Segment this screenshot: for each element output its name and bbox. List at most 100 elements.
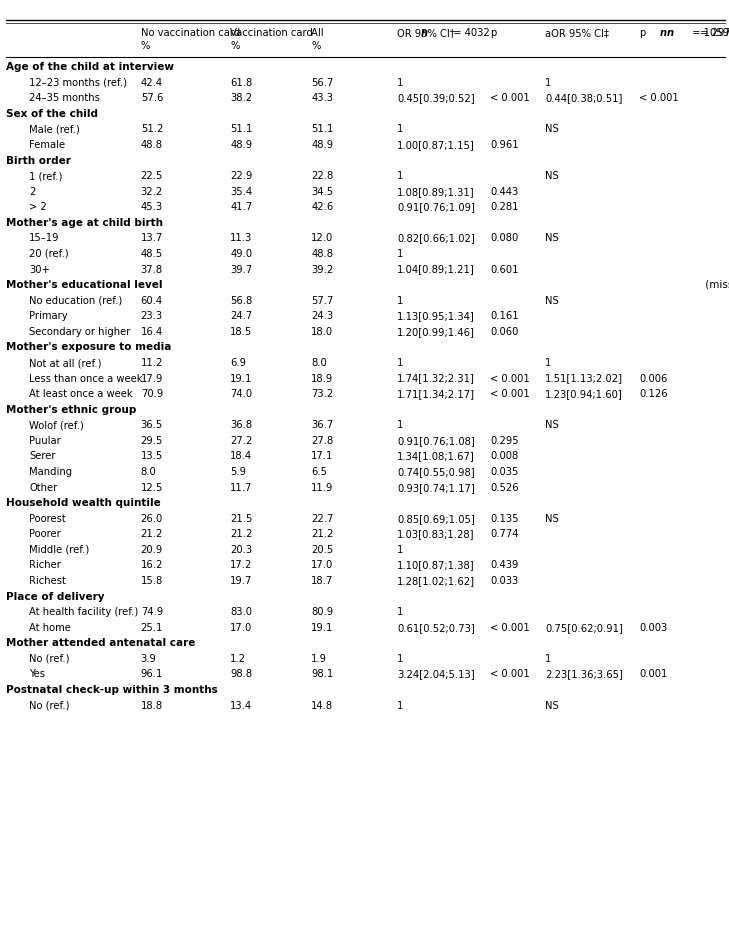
Text: 21.2: 21.2 [230,529,253,540]
Text: 51.1: 51.1 [230,124,253,134]
Text: 48.8: 48.8 [141,140,163,150]
Text: Mother's age at child birth: Mother's age at child birth [6,218,163,228]
Text: Male (ref.): Male (ref.) [29,124,80,134]
Text: 1: 1 [397,78,404,88]
Text: 25.1: 25.1 [141,623,163,633]
Text: 22.9: 22.9 [230,171,253,181]
Text: p: p [490,28,496,38]
Text: 15–19: 15–19 [29,234,60,244]
Text: n: n [659,28,666,38]
Text: 26.0: 26.0 [141,514,163,524]
Text: 42.4: 42.4 [141,78,163,88]
Text: 1: 1 [545,654,552,664]
Text: All: All [311,28,327,38]
Text: 17.2: 17.2 [230,561,253,570]
Text: 83.0: 83.0 [230,607,252,617]
Text: 11.3: 11.3 [230,234,253,244]
Text: 1.9: 1.9 [311,654,327,664]
Text: 1.00[0.87;1.15]: 1.00[0.87;1.15] [397,140,475,150]
Text: 0.91[0.76;1.09]: 0.91[0.76;1.09] [397,202,475,212]
Text: 23.3: 23.3 [141,311,163,322]
Text: 21.2: 21.2 [141,529,163,540]
Text: 21.5: 21.5 [230,514,253,524]
Text: 0.74[0.55;0.98]: 0.74[0.55;0.98] [397,467,475,477]
Text: 0.82[0.66;1.02]: 0.82[0.66;1.02] [397,234,475,244]
Text: 56.8: 56.8 [230,296,253,306]
Text: 27.8: 27.8 [311,436,334,446]
Text: n: n [421,28,428,38]
Text: 70.9: 70.9 [141,389,163,400]
Text: < 0.001: < 0.001 [490,669,530,679]
Text: 1: 1 [397,701,404,711]
Text: 0.75[0.62;0.91]: 0.75[0.62;0.91] [545,623,623,633]
Text: NS: NS [545,701,559,711]
Text: 0.060: 0.060 [490,327,518,337]
Text: 15.8: 15.8 [141,576,163,586]
Text: 48.9: 48.9 [230,140,252,150]
Text: = 1059: = 1059 [690,28,729,38]
Text: 0.006: 0.006 [639,374,668,384]
Text: 18.5: 18.5 [230,327,253,337]
Text: 74.9: 74.9 [141,607,163,617]
Text: 48.5: 48.5 [141,249,163,259]
Text: 18.0: 18.0 [311,327,333,337]
Text: NS: NS [545,514,559,524]
Text: 20.5: 20.5 [311,545,334,555]
Text: 0.91[0.76;1.08]: 0.91[0.76;1.08] [397,436,475,446]
Text: Birth order: Birth order [6,156,71,166]
Text: 1.71[1.34;2.17]: 1.71[1.34;2.17] [397,389,475,400]
Text: 12.0: 12.0 [311,234,334,244]
Text: 3.9: 3.9 [141,654,157,664]
Text: 27.2: 27.2 [230,436,253,446]
Text: 17.9: 17.9 [141,374,163,384]
Text: 1: 1 [397,654,404,664]
Text: = 2973: = 2973 [697,28,729,38]
Text: 6.9: 6.9 [230,358,246,368]
Text: 11.2: 11.2 [141,358,163,368]
Text: 57.7: 57.7 [311,296,334,306]
Text: 24–35 months: 24–35 months [29,94,100,103]
Text: 1.10[0.87;1.38]: 1.10[0.87;1.38] [397,561,475,570]
Text: 30+: 30+ [29,264,50,274]
Text: Wolof (ref.): Wolof (ref.) [29,420,84,430]
Text: 0.526: 0.526 [490,483,518,492]
Text: 0.439: 0.439 [490,561,518,570]
Text: 1.23[0.94;1.60]: 1.23[0.94;1.60] [545,389,623,400]
Text: NS: NS [545,420,559,430]
Text: 18.8: 18.8 [141,701,163,711]
Text: 0.961: 0.961 [490,140,518,150]
Text: 48.9: 48.9 [311,140,333,150]
Text: 17.0: 17.0 [230,623,253,633]
Text: 38.2: 38.2 [230,94,252,103]
Text: (missing = 3): (missing = 3) [702,280,729,290]
Text: At home: At home [29,623,71,633]
Text: Not at all (ref.): Not at all (ref.) [29,358,101,368]
Text: 1.13[0.95;1.34]: 1.13[0.95;1.34] [397,311,475,322]
Text: 0.45[0.39;0.52]: 0.45[0.39;0.52] [397,94,475,103]
Text: 39.7: 39.7 [230,264,253,274]
Text: 1 (ref.): 1 (ref.) [29,171,63,181]
Text: 0.033: 0.033 [490,576,518,586]
Text: NS: NS [545,171,559,181]
Text: Mother's exposure to media: Mother's exposure to media [6,342,171,352]
Text: 51.2: 51.2 [141,124,163,134]
Text: 0.080: 0.080 [490,234,518,244]
Text: 2: 2 [29,186,36,197]
Text: 22.5: 22.5 [141,171,163,181]
Text: Manding: Manding [29,467,72,477]
Text: 43.3: 43.3 [311,94,333,103]
Text: 60.4: 60.4 [141,296,163,306]
Text: p: p [639,28,646,38]
Text: Vaccination card: Vaccination card [230,28,313,38]
Text: 1.34[1.08;1.67]: 1.34[1.08;1.67] [397,451,475,462]
Text: 1.2: 1.2 [230,654,246,664]
Text: 48.8: 48.8 [311,249,333,259]
Text: < 0.001: < 0.001 [490,389,530,400]
Text: 22.8: 22.8 [311,171,334,181]
Text: Mother's ethnic group: Mother's ethnic group [6,405,136,414]
Text: %: % [311,41,321,51]
Text: 2.23[1.36;3.65]: 2.23[1.36;3.65] [545,669,623,679]
Text: 14.8: 14.8 [311,701,333,711]
Text: 80.9: 80.9 [311,607,333,617]
Text: 6.5: 6.5 [311,467,327,477]
